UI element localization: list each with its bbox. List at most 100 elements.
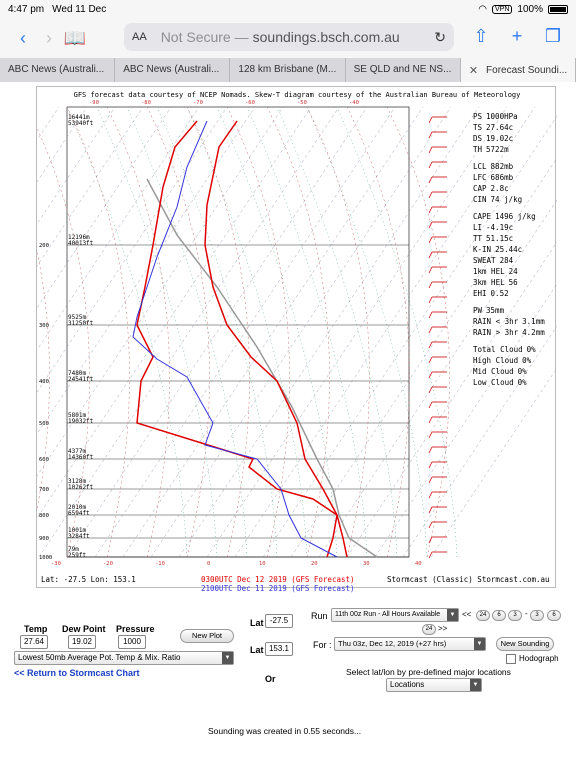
stat-key: TT <box>473 234 483 243</box>
stat-row: EHI 0.52 <box>473 288 559 299</box>
isotherm-line <box>37 106 256 435</box>
url-text: soundings.bsch.com.au <box>252 29 400 45</box>
stat-value: 0% <box>517 367 527 376</box>
run-select[interactable]: 11th 00z Run - All Hours Available ▼ <box>331 608 459 622</box>
run-forward-3[interactable]: 3 <box>530 610 544 621</box>
pressure-label: 400 <box>39 379 49 385</box>
skew-t-plot: 20012196m40013ft3009525m31250ft4007480m2… <box>37 100 557 567</box>
pressure-label: 800 <box>39 513 49 519</box>
lon-input[interactable]: 153.1 <box>265 642 293 656</box>
height-ft-label: 14360ft <box>68 454 94 461</box>
pressure-label: 200 <box>39 243 49 249</box>
pressure-input[interactable]: 1000 <box>118 635 146 649</box>
share-icon[interactable]: ⇧ <box>473 26 489 46</box>
stat-row: CAP 2.8c <box>473 183 559 194</box>
chart-header: GFS forecast data courtesy of NCEP Nomad… <box>73 91 521 99</box>
wind-barb-flag <box>428 431 433 439</box>
new-tab-icon[interactable]: + <box>511 26 523 46</box>
stat-key: Low Cloud <box>473 378 514 387</box>
back-icon[interactable]: ‹ <box>20 27 26 48</box>
tab-abc-news-2[interactable]: ABC News (Australi... <box>115 58 231 82</box>
moist-adiabat <box>246 106 368 558</box>
stat-row: K-IN 25.44c <box>473 244 559 255</box>
text-size-button[interactable]: AA <box>132 31 147 43</box>
stat-row: 1km HEL 24 <box>473 266 559 277</box>
mix-ratio-select[interactable]: Lowest 50mb Average Pot. Temp & Mix. Rat… <box>14 651 234 665</box>
moist-adiabat <box>276 106 398 558</box>
run-back-6[interactable]: 6 <box>492 610 506 621</box>
temp-input[interactable]: 27.64 <box>20 635 48 649</box>
locations-select[interactable]: Locations ▼ <box>386 678 482 692</box>
stat-key: RAIN > 3hr <box>473 328 519 337</box>
isotherm-line <box>94 106 396 558</box>
run-label-temp: 0300UTC Dec 12 2019 (GFS Forecast) <box>201 575 355 584</box>
return-link[interactable]: << Return to Stormcast Chart <box>14 668 140 678</box>
dew-point-input[interactable]: 19.02 <box>68 635 96 649</box>
stat-value: 35mm <box>486 306 505 315</box>
bookmarks-icon[interactable]: 📖 <box>63 27 87 48</box>
forecast-time-select[interactable]: Thu 03z, Dec 12, 2019 (+27 hrs) ▼ <box>334 637 486 651</box>
height-ft-label: 31250ft <box>68 320 94 327</box>
isotherm-line <box>37 106 116 225</box>
tab-brisbane-radar[interactable]: 128 km Brisbane (M... <box>230 58 346 82</box>
stat-value: 24 <box>508 267 518 276</box>
wind-barb-flag <box>428 476 433 484</box>
stat-row: 3km HEL 56 <box>473 277 559 288</box>
new-sounding-button[interactable]: New Sounding <box>496 637 554 651</box>
address-bar[interactable]: AA Not Secure — soundings.bsch.com.au ↻ <box>124 23 454 51</box>
stat-row: LFC 686mb <box>473 172 559 183</box>
run-forward-all[interactable]: >> <box>438 624 448 633</box>
tabs-icon[interactable]: ❐ <box>544 26 562 46</box>
reload-icon[interactable]: ↻ <box>434 28 446 45</box>
tab-abc-news-1[interactable]: ABC News (Australi... <box>0 58 116 82</box>
chevron-down-icon: ▼ <box>474 638 485 650</box>
run-back-24[interactable]: 24 <box>476 610 490 621</box>
stat-key: High Cloud <box>473 356 519 365</box>
height-ft-label: 3284ft <box>68 533 90 540</box>
run-forward-6[interactable]: 6 <box>547 610 561 621</box>
latlon-label: Lat: -27.5 Lon: 153.1 <box>41 575 136 584</box>
stat-value: 0% <box>517 378 527 387</box>
dry-adiabat <box>37 127 90 558</box>
or-label: Or <box>265 674 276 684</box>
run-forward-24[interactable]: 24 <box>422 624 436 635</box>
vpn-badge: VPN <box>492 4 513 14</box>
isotherm-line <box>37 106 172 309</box>
wind-barb-flag <box>428 386 433 394</box>
forward-icon[interactable]: › <box>46 27 52 48</box>
tab-forecast-soundings[interactable]: ✕ Forecast Soundi... <box>460 58 576 82</box>
dry-adiabat <box>346 106 410 558</box>
wind-barb-flag <box>428 371 433 379</box>
new-plot-button[interactable]: New Plot <box>180 629 234 643</box>
wind-barb-flag <box>428 161 433 169</box>
wind-barb-flag <box>428 206 433 214</box>
run-back-3[interactable]: 3 <box>508 610 522 621</box>
isotherm-line <box>122 106 424 558</box>
pressure-label: 300 <box>39 323 49 329</box>
close-tab-icon[interactable]: ✕ <box>468 64 479 77</box>
moist-adiabat <box>126 106 248 558</box>
stat-key: RAIN < 3hr <box>473 317 519 326</box>
stat-key: CIN <box>473 195 487 204</box>
dew-point-label: Dew Point <box>62 624 106 634</box>
height-ft-label: 40013ft <box>68 240 94 247</box>
stat-value: 0% <box>526 345 536 354</box>
isotherm-line <box>374 283 557 558</box>
run-nav-separator: - <box>525 609 528 618</box>
height-m-label: 16441m <box>68 114 90 121</box>
stat-key: K-IN <box>473 245 492 254</box>
stat-row: RAIN < 3hr 3.1mm <box>473 316 559 327</box>
hodograph-checkbox[interactable] <box>506 654 516 664</box>
dewpoint-trace <box>132 120 338 558</box>
run-label-dew: 2100UTC Dec 11 2019 (GFS Forecast) <box>201 584 355 593</box>
run-back-all[interactable]: << <box>462 610 472 619</box>
bottom-temp-label: -30 <box>51 561 61 567</box>
stat-key: LI <box>473 223 483 232</box>
stat-row: Mid Cloud 0% <box>473 366 559 377</box>
tab-seqld[interactable]: SE QLD and NE NS... <box>346 58 461 82</box>
stat-key: 1km HEL <box>473 267 505 276</box>
dry-adiabat <box>146 106 210 558</box>
stat-value: 51.15c <box>486 234 514 243</box>
tab-label: Forecast Soundi... <box>486 64 568 76</box>
lat-input[interactable]: -27.5 <box>265 614 293 628</box>
